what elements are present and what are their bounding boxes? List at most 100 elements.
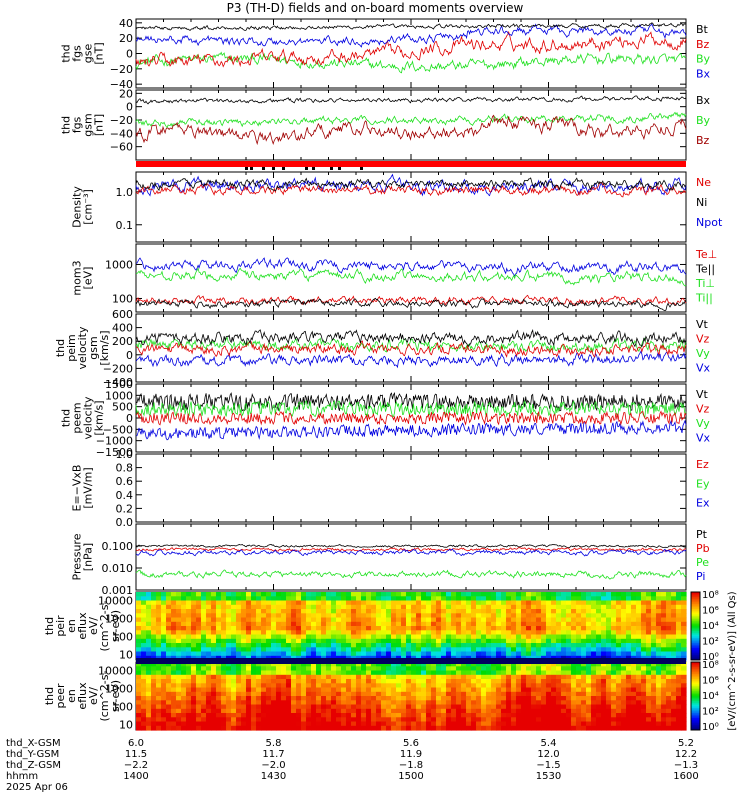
- spectrogram-cell: [421, 662, 427, 667]
- spectrogram-cell: [581, 662, 587, 667]
- spectrogram-cell: [671, 647, 677, 653]
- spectrogram-cell: [556, 674, 562, 680]
- spectrogram-cell: [571, 666, 577, 672]
- spectrogram-cell: [616, 683, 622, 689]
- colorbar-cell: [691, 637, 700, 641]
- spectrogram-cell: [426, 679, 432, 684]
- spectrogram-cell: [291, 643, 297, 648]
- spectrogram-cell: [551, 617, 557, 623]
- spectrogram-cell: [526, 721, 532, 727]
- spectrogram-cell: [621, 617, 627, 623]
- spectrogram-cell: [136, 638, 142, 644]
- spectrogram-cell: [211, 683, 217, 689]
- spectrogram-cell: [301, 683, 307, 689]
- spectrogram-cell: [231, 617, 237, 623]
- spectrogram-cell: [671, 679, 677, 684]
- spectrogram-cell: [476, 687, 482, 693]
- ylabel: [mV/m]: [82, 467, 95, 508]
- spectrogram-cell: [546, 609, 552, 614]
- spectrogram-cell: [596, 600, 602, 606]
- spectrogram-cell: [341, 725, 347, 731]
- spectrogram-cell: [656, 683, 662, 689]
- spectrogram-cell: [391, 630, 397, 636]
- spectrogram-cell: [266, 683, 272, 689]
- spectrogram-cell: [256, 662, 262, 667]
- spectrogram-cell: [516, 666, 522, 672]
- spectrogram-cell: [246, 662, 252, 667]
- spectrogram-cell: [411, 617, 417, 623]
- ylabel: [km/s]: [93, 400, 106, 435]
- spectrogram-cell: [471, 721, 477, 727]
- spectrogram-cell: [226, 626, 232, 631]
- spectrogram-cell: [451, 704, 457, 710]
- spectrogram-cell: [266, 696, 272, 701]
- spectrogram-cell: [516, 613, 522, 619]
- spectrogram-cell: [641, 687, 647, 693]
- spectrogram-cell: [571, 674, 577, 680]
- spectrogram-cell: [431, 643, 437, 648]
- spectrogram-cell: [446, 626, 452, 631]
- spectrogram-cell: [496, 592, 502, 597]
- spectrogram-cell: [481, 638, 487, 644]
- spectrogram-cell: [631, 679, 637, 684]
- spectrogram-cell: [461, 708, 467, 714]
- spectrogram-cell: [591, 600, 597, 606]
- spectrogram-cell: [221, 713, 227, 718]
- ytick-label: −40: [110, 78, 133, 91]
- colorbar-cell: [691, 713, 700, 716]
- spectrogram-cell: [376, 670, 382, 676]
- spectrogram-cell: [176, 621, 182, 627]
- spectrogram-cell: [381, 617, 387, 623]
- spectrogram-cell: [441, 674, 447, 680]
- spectrogram-cell: [381, 691, 387, 697]
- spectrogram-cell: [241, 708, 247, 714]
- spectrogram-cell: [321, 700, 327, 706]
- spectrogram-cell: [216, 679, 222, 684]
- spectrogram-cell: [456, 662, 462, 667]
- spectrogram-cell: [276, 609, 282, 614]
- spectrogram-cell: [181, 592, 187, 597]
- spectrogram-cell: [436, 691, 442, 697]
- spectrogram-cell: [536, 630, 542, 636]
- ytick-label: 100: [112, 631, 133, 644]
- spectrogram-cell: [311, 670, 317, 676]
- spectrogram-cell: [606, 700, 612, 706]
- spectrogram-cell: [516, 592, 522, 597]
- spectrogram-cell: [591, 679, 597, 684]
- spectrogram-cell: [296, 717, 302, 723]
- spectrogram-cell: [486, 630, 492, 636]
- spectrogram-cell: [536, 708, 542, 714]
- spectrogram-cell: [606, 691, 612, 697]
- spectrogram-cell: [621, 696, 627, 701]
- spectrogram-cell: [201, 634, 207, 640]
- spectrogram-cell: [536, 679, 542, 684]
- spectrogram-cell: [501, 725, 507, 731]
- spectrogram-cell: [546, 700, 552, 706]
- spectrogram-cell: [636, 626, 642, 631]
- spectrogram-cell: [636, 621, 642, 627]
- spectrogram-cell: [291, 683, 297, 689]
- spectrogram-cell: [281, 613, 287, 619]
- spectrogram-cell: [326, 643, 332, 648]
- spectrogram-cell: [276, 666, 282, 672]
- spectrogram-cell: [541, 604, 547, 610]
- spectrogram-cell: [211, 721, 217, 727]
- spectrogram-cell: [501, 696, 507, 701]
- spectrogram-cell: [311, 696, 317, 701]
- spectrogram-cell: [646, 630, 652, 636]
- spectrogram-cell: [616, 613, 622, 619]
- spectrogram-cell: [301, 717, 307, 723]
- colorbar-cell: [691, 643, 700, 646]
- xaxis-value: 1600: [673, 771, 698, 782]
- spectrogram-cell: [296, 613, 302, 619]
- spectrogram-cell: [346, 679, 352, 684]
- spectrogram-cell: [296, 626, 302, 631]
- spectrogram-cell: [641, 626, 647, 631]
- spectrogram-cell: [196, 626, 202, 631]
- spectrogram-cell: [276, 721, 282, 727]
- spectrogram-cell: [561, 683, 567, 689]
- spectrogram-cell: [606, 674, 612, 680]
- spectrogram-cell: [301, 592, 307, 597]
- spectrogram-cell: [436, 647, 442, 653]
- spectrogram-cell: [676, 700, 682, 706]
